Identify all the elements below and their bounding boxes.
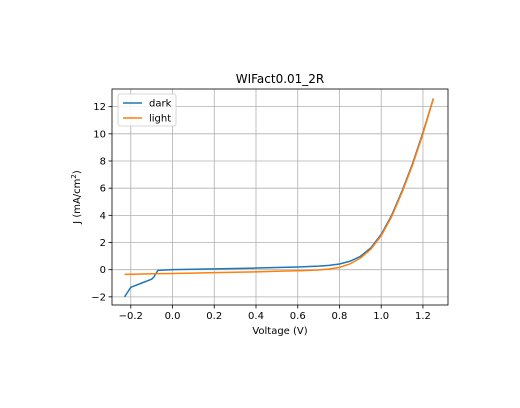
y-tick-label: 6 <box>100 184 106 195</box>
series-line-light <box>124 98 435 276</box>
legend-dark-label: dark <box>149 99 172 110</box>
y-tick-label: 4 <box>100 211 106 222</box>
x-tick-label: −0.2 <box>119 311 143 322</box>
y-axis-label-main: J (mA/cm <box>72 179 83 225</box>
y-tick-label: 8 <box>100 157 106 168</box>
y-tick-label: 2 <box>100 238 106 249</box>
y-axis-label-superscript: 2 <box>70 174 78 178</box>
series-lines <box>123 98 435 298</box>
x-tick-label: 0.8 <box>332 311 348 322</box>
y-axis-label: J (mA/cm2) <box>70 170 83 225</box>
legend-light-label: light <box>149 114 171 125</box>
legend: dark light <box>117 93 177 127</box>
grid-lines <box>112 89 448 305</box>
axis-ticks: −0.2 0.0 0.2 0.4 0.6 0.8 1.0 1.2 −2 0 2 4 6 8 10 12 <box>91 102 431 322</box>
chart-title: WIFact0.01_2R <box>236 72 325 86</box>
x-tick-label: 0.2 <box>206 311 222 322</box>
x-tick-label: 0.6 <box>290 311 306 322</box>
x-tick-label: 1.2 <box>415 311 431 322</box>
series-line-dark <box>123 98 435 298</box>
x-tick-label: 0.4 <box>248 311 264 322</box>
y-tick-label: 0 <box>100 265 106 276</box>
y-tick-label: 12 <box>93 102 106 113</box>
x-tick-label: 1.0 <box>373 311 389 322</box>
y-axis-label-close: ) <box>72 170 83 174</box>
x-axis-label: Voltage (V) <box>252 326 307 337</box>
x-tick-label: 0.0 <box>165 311 181 322</box>
y-tick-label: 10 <box>93 129 106 140</box>
plot-frame <box>111 88 449 306</box>
y-tick-label: −2 <box>91 292 106 303</box>
